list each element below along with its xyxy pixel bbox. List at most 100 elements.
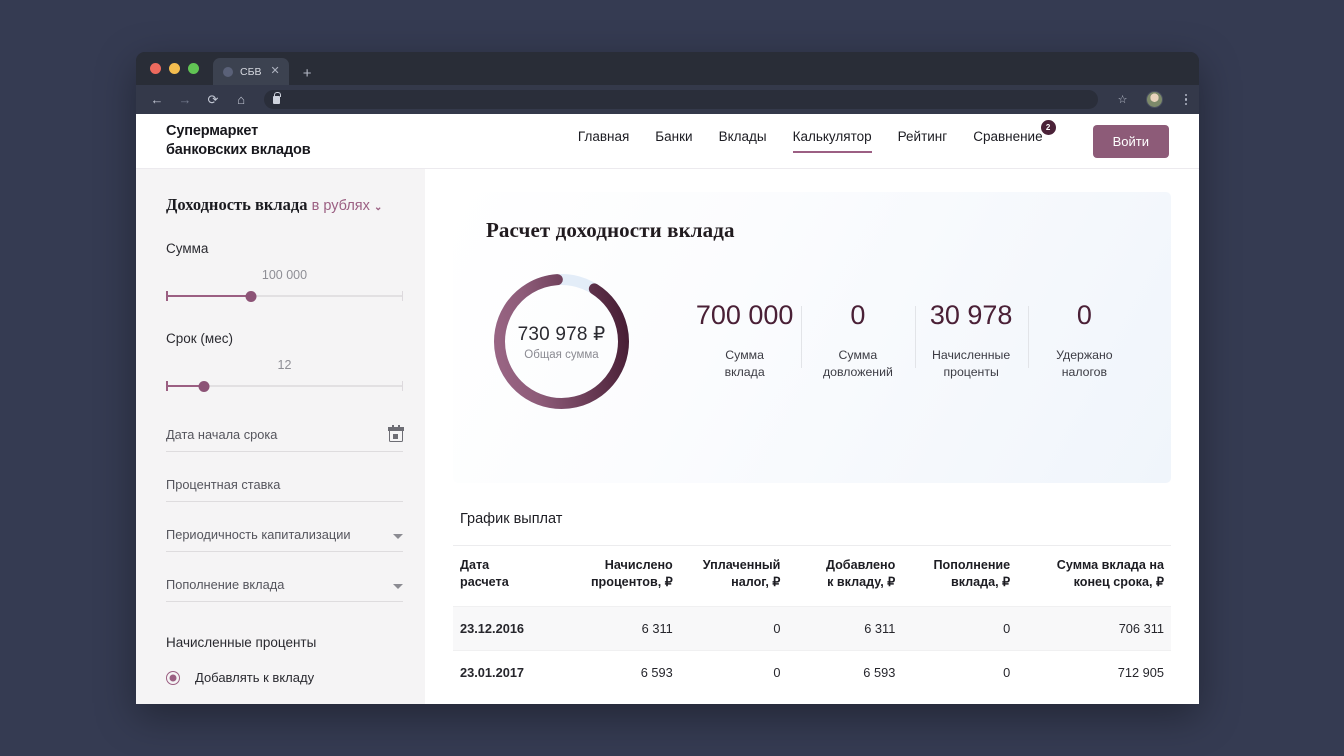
radio-option-add-to-deposit[interactable]: Добавлять к вкладу xyxy=(166,670,403,685)
brand-line-2: банковских вкладов xyxy=(166,142,311,158)
donut-caption: Общая сумма xyxy=(524,348,599,361)
slider-thumb[interactable] xyxy=(198,380,210,392)
login-button[interactable]: Войти xyxy=(1092,124,1169,158)
table-header-row: Дата расчета Начислено процентов, ₽ Уплаче… xyxy=(453,544,1171,607)
capitalization-placeholder: Периодичность капитализации xyxy=(166,527,351,542)
amount-label: Сумма xyxy=(166,241,209,256)
radio-icon[interactable] xyxy=(166,670,180,685)
address-bar[interactable] xyxy=(264,90,1098,109)
total-donut-chart: 730 978 ₽ Общая сумма xyxy=(491,271,632,412)
tab-title: СБВ xyxy=(240,65,262,78)
table-cell: 0 xyxy=(1003,621,1011,637)
stat-label-line-1: Начисленные xyxy=(932,348,1011,363)
bookmark-star-icon[interactable]: ☆ xyxy=(1117,94,1128,106)
stat-label: Начисленные проценты xyxy=(921,347,1022,381)
minimize-window-button[interactable] xyxy=(169,63,180,74)
browser-toolbar: ← → ⟳ ⌂ ☆ xyxy=(136,85,1199,114)
window-controls xyxy=(150,52,213,85)
result-card-body: 730 978 ₽ Общая сумма 700 000 Сумма вкла… xyxy=(486,271,1141,412)
nav-item-reyting[interactable]: Рейтинг xyxy=(897,129,948,144)
stat-label-line-2: налогов xyxy=(1061,365,1108,379)
lock-icon xyxy=(273,92,281,104)
nav-item-kalkulyator[interactable]: Калькулятор xyxy=(792,129,872,153)
stat-accrued-interest: 30 978 Начисленные проценты xyxy=(914,300,1028,381)
stat-value: 30 978 xyxy=(929,300,1013,331)
calculator-main: Расчет доходности вклада xyxy=(425,169,1199,704)
nav-item-banki[interactable]: Банки xyxy=(655,129,693,144)
stat-label: Сумма довложений xyxy=(807,347,908,381)
nav-item-sravnenie[interactable]: Сравнение 2 xyxy=(973,120,1056,153)
start-date-field[interactable]: Дата начала срока xyxy=(166,425,404,452)
column-header-date: Дата расчета xyxy=(453,544,568,607)
stat-additional-amount: 0 Сумма довложений xyxy=(801,302,914,381)
table-cell: 6 311 xyxy=(864,621,896,637)
interest-rate-placeholder: Процентная ставка xyxy=(166,477,281,492)
chevron-down-icon[interactable] xyxy=(393,584,403,589)
slider-thumb[interactable] xyxy=(245,290,257,302)
table-cell: 6 593 xyxy=(863,665,896,681)
compare-count-badge: 2 xyxy=(1040,120,1056,135)
amount-slider[interactable] xyxy=(166,289,403,303)
payments-table: Дата расчета Начислено процентов, ₽ Уплаче… xyxy=(453,544,1171,694)
column-header-added-to-deposit: Добавлено к вкладу, ₽ xyxy=(790,544,906,607)
donut-total-value: 730 978 ₽ xyxy=(517,323,606,345)
stat-label-line-2: вклада xyxy=(724,365,765,379)
page-body: Доходность вклада в рублях ⌄ Сумма 100 0… xyxy=(136,169,1199,704)
slider-fill xyxy=(166,385,204,387)
result-card: Расчет доходности вклада xyxy=(453,192,1171,483)
table-cell: 0 xyxy=(773,621,781,637)
slider-cap-left xyxy=(166,291,168,301)
table-cell: 0 xyxy=(773,665,781,681)
result-card-title: Расчет доходности вклада xyxy=(486,218,735,242)
nav-item-glavnaya[interactable]: Главная xyxy=(577,129,630,144)
slider-cap-right xyxy=(401,381,403,391)
brand-line-1: Супермаркет xyxy=(166,123,259,140)
forward-icon[interactable]: → xyxy=(178,92,192,107)
stat-value: 0 xyxy=(1076,300,1092,331)
start-date-placeholder: Дата начала срока xyxy=(166,427,278,442)
web-page: Супермаркет банковских вкладов Главная Б… xyxy=(136,114,1199,704)
replenishment-select[interactable]: Пополнение вклада xyxy=(166,577,403,602)
browser-window: СБВ ✕ + ← → ⟳ ⌂ ☆ Супермаркет банковских… xyxy=(136,52,1199,704)
browser-tab[interactable]: СБВ ✕ xyxy=(213,58,289,85)
term-label: Срок (мес) xyxy=(166,331,233,346)
nav-item-vklady[interactable]: Вклады xyxy=(718,129,767,144)
close-tab-icon[interactable]: ✕ xyxy=(270,65,280,77)
donut-center-label: 730 978 ₽ Общая сумма xyxy=(491,271,632,412)
reload-icon[interactable]: ⟳ xyxy=(207,92,219,107)
nav-item-sravnenie-label: Сравнение xyxy=(973,129,1043,144)
table-cell: 6 593 xyxy=(640,665,673,681)
chevron-down-icon[interactable] xyxy=(393,534,403,539)
column-header-tax-paid: Уплаченный налог, ₽ xyxy=(682,544,791,607)
slider-track xyxy=(166,295,403,297)
table-cell: 0 xyxy=(1003,665,1011,681)
currency-selector[interactable]: в рублях xyxy=(311,198,370,214)
term-value: 12 xyxy=(277,358,292,372)
new-tab-button[interactable]: + xyxy=(302,65,312,82)
back-icon[interactable]: ← xyxy=(150,92,164,107)
stat-label: Удержано налогов xyxy=(1034,347,1135,381)
stat-label: Сумма вклада xyxy=(694,347,795,381)
stat-label-line-1: Сумма xyxy=(725,348,764,363)
home-icon[interactable]: ⌂ xyxy=(237,92,245,107)
column-header-replenishment: Пополнение вклада, ₽ xyxy=(905,544,1021,607)
table-cell: 23.12.2016 xyxy=(460,621,525,637)
profile-avatar[interactable] xyxy=(1145,91,1163,108)
browser-tabstrip: СБВ ✕ + xyxy=(136,52,1199,85)
donut-svg xyxy=(494,274,629,409)
maximize-window-button[interactable] xyxy=(188,63,199,74)
stat-value: 700 000 xyxy=(695,300,794,331)
favicon-icon xyxy=(223,66,233,77)
interest-rate-field[interactable]: Процентная ставка xyxy=(166,477,403,502)
capitalization-select[interactable]: Периодичность капитализации xyxy=(166,527,403,552)
stat-deposit-amount: 700 000 Сумма вклада xyxy=(688,302,801,381)
close-window-button[interactable] xyxy=(150,63,161,74)
table-row: 23.12.2016 6 311 0 6 311 0 706 311 xyxy=(453,606,1171,651)
site-logo[interactable]: Супермаркет банковских вкладов xyxy=(166,122,311,159)
term-slider[interactable] xyxy=(166,379,403,393)
chevron-down-icon[interactable]: ⌄ xyxy=(374,202,383,213)
browser-menu-icon[interactable] xyxy=(1184,93,1187,106)
calendar-icon[interactable] xyxy=(388,425,404,442)
slider-fill xyxy=(166,295,252,297)
slider-track xyxy=(166,385,403,387)
